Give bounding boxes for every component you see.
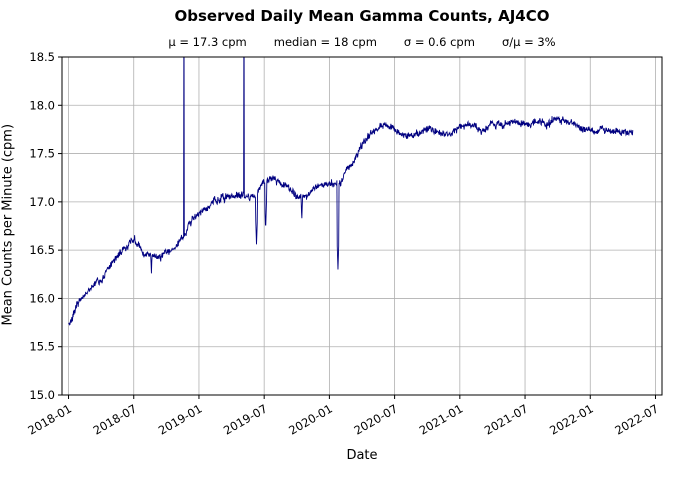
x-tick-label: 2022-07 xyxy=(612,401,661,437)
x-tick-label: 2021-01 xyxy=(417,401,466,437)
chart-title: Observed Daily Mean Gamma Counts, AJ4CO xyxy=(174,7,550,25)
stat-mean: μ = 17.3 cpm xyxy=(168,35,247,49)
y-tick-label: 18.5 xyxy=(29,50,55,64)
x-tick-label: 2019-07 xyxy=(221,401,270,437)
x-tick-label: 2020-01 xyxy=(286,401,335,437)
y-tick-label: 16.0 xyxy=(29,291,55,305)
y-tick-label: 17.5 xyxy=(29,147,55,161)
x-axis-label: Date xyxy=(346,448,378,463)
y-axis-label: Mean Counts per Minute (cpm) xyxy=(0,123,16,326)
x-tick-label: 2018-07 xyxy=(91,401,140,437)
x-tick-label: 2019-01 xyxy=(156,401,205,437)
x-tick-label: 2018-01 xyxy=(25,401,74,437)
stat-cv: σ/μ = 3% xyxy=(501,35,556,49)
x-tick-label: 2020-07 xyxy=(351,401,400,437)
stat-median: median = 18 cpm xyxy=(273,35,377,49)
axis-box xyxy=(61,56,663,396)
stat-sigma: σ = 0.6 cpm xyxy=(403,35,475,49)
x-tick-label: 2022-01 xyxy=(547,401,596,437)
data-line xyxy=(68,57,634,326)
y-tick-label: 18.0 xyxy=(29,98,55,112)
y-tick-label: 16.5 xyxy=(29,243,55,257)
x-tick-label: 2021-07 xyxy=(482,401,531,437)
y-tick-label: 15.5 xyxy=(29,340,55,354)
stats-line: μ = 17.3 cpm median = 18 cpm σ = 0.6 cpm… xyxy=(62,35,662,49)
y-tick-label: 15.0 xyxy=(29,388,55,402)
y-tick-label: 17.0 xyxy=(29,195,55,209)
